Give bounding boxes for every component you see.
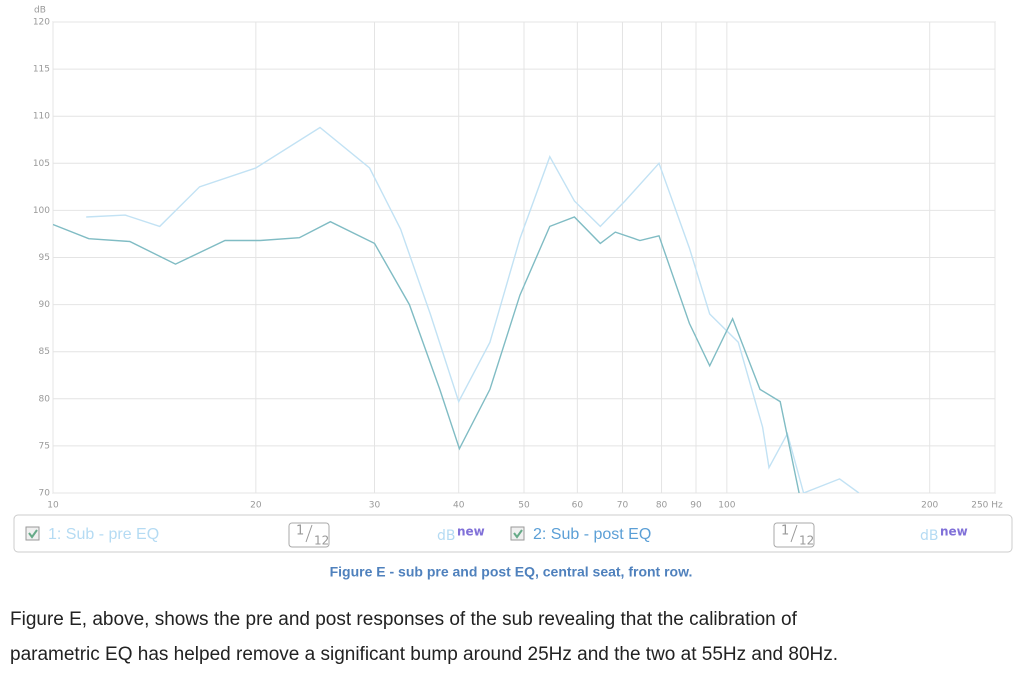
- x-tick-label: 60: [572, 501, 584, 511]
- smoothing-den: 12: [314, 534, 329, 548]
- paragraph-line: Figure E, above, shows the pre and post …: [10, 609, 798, 630]
- paragraph-line: parametric EQ has helped remove a signif…: [10, 644, 838, 665]
- badge: new: [940, 525, 968, 539]
- series-line: [53, 216, 800, 493]
- x-tick-label: 200: [921, 501, 938, 511]
- y-tick-label: 95: [39, 253, 50, 263]
- y-tick-label: 105: [33, 159, 50, 169]
- checkbox: [510, 526, 525, 541]
- x-tick-label: 70: [617, 501, 629, 511]
- x-tick-label: 80: [656, 501, 668, 511]
- y-tick-label: 75: [39, 441, 50, 451]
- y-tick-label: 70: [39, 489, 51, 499]
- checkmark: [513, 529, 523, 539]
- unit: dB: [437, 528, 456, 544]
- x-tick-label: 10: [47, 501, 59, 511]
- smoothing-num: 1: [296, 524, 304, 539]
- x-tick-label: 40: [453, 501, 465, 511]
- smoothing-num: 1: [781, 524, 789, 539]
- x-tick-label: 30: [369, 501, 381, 511]
- legend-entry: 2: Sub - post EQ: [533, 526, 651, 543]
- x-tick-label: 20: [250, 501, 262, 511]
- unit: dB: [920, 528, 939, 544]
- checkbox: [25, 526, 40, 541]
- y-tick-label: 115: [33, 65, 50, 75]
- plot-lines: [53, 126, 860, 493]
- y-tick-label: 80: [39, 394, 51, 404]
- x-tick-label: 250 Hz: [971, 501, 1003, 511]
- y-tick-label: 110: [33, 112, 50, 122]
- smoothing-den: 12: [799, 534, 814, 548]
- caption: Figure E - sub pre and post EQ, central …: [330, 564, 693, 580]
- y-tick-label: 90: [39, 300, 51, 310]
- x-tick-label: 90: [690, 501, 702, 511]
- checkmark: [28, 529, 38, 539]
- smoothing-slash: [305, 524, 313, 543]
- y-tick-label: 100: [33, 206, 50, 216]
- y-tick-label: 85: [39, 347, 50, 357]
- y-tick-label: 120: [33, 18, 50, 28]
- legend-entry: 1: Sub - pre EQ: [48, 526, 159, 543]
- smoothing-slash: [790, 524, 798, 543]
- series-line: [86, 126, 860, 493]
- x-tick-label: 50: [518, 501, 530, 511]
- x-tick-label: 100: [718, 501, 735, 511]
- badge: new: [457, 525, 485, 539]
- y-axis-label: dB: [34, 6, 46, 16]
